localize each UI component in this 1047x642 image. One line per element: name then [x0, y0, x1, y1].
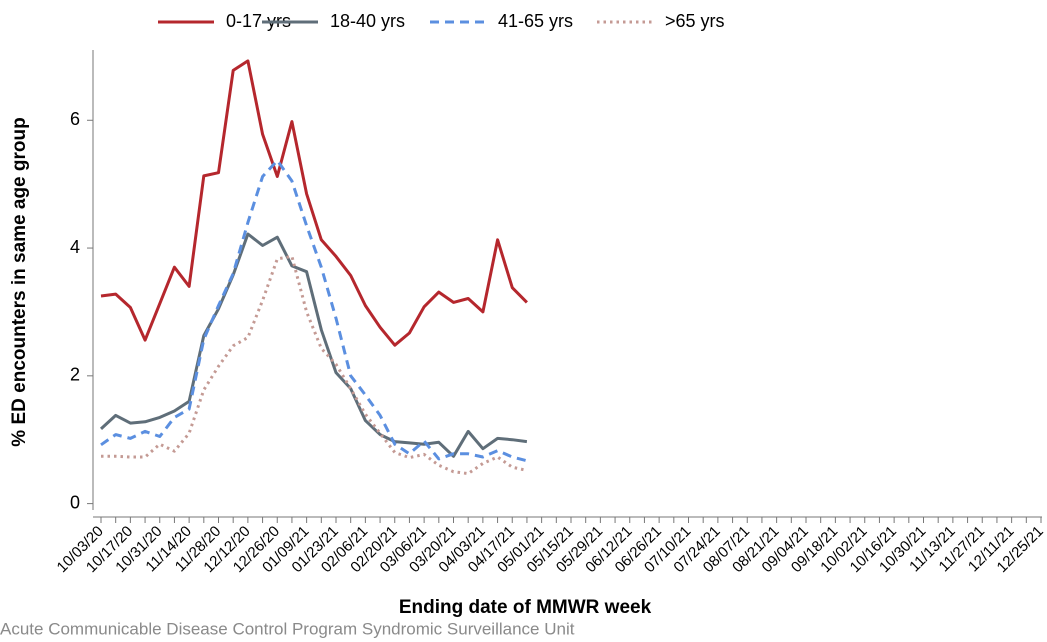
y-tick-label: 2 [70, 365, 80, 385]
legend-label: 18-40 yrs [330, 11, 405, 31]
x-axis-title: Ending date of MMWR week [399, 597, 652, 618]
y-tick-label: 6 [70, 109, 80, 129]
y-axis-title: % ED encounters in same age group [9, 117, 30, 446]
legend-label: 41-65 yrs [498, 11, 573, 31]
y-tick-label: 4 [70, 237, 80, 257]
legend-label: >65 yrs [665, 11, 725, 31]
y-tick-label: 0 [70, 492, 80, 512]
series-line [100, 59, 528, 347]
source-note: Acute Communicable Disease Control Progr… [0, 619, 575, 638]
series-line [99, 232, 528, 458]
legend-label: 0-17 yrs [226, 11, 291, 31]
series-line [100, 159, 528, 463]
